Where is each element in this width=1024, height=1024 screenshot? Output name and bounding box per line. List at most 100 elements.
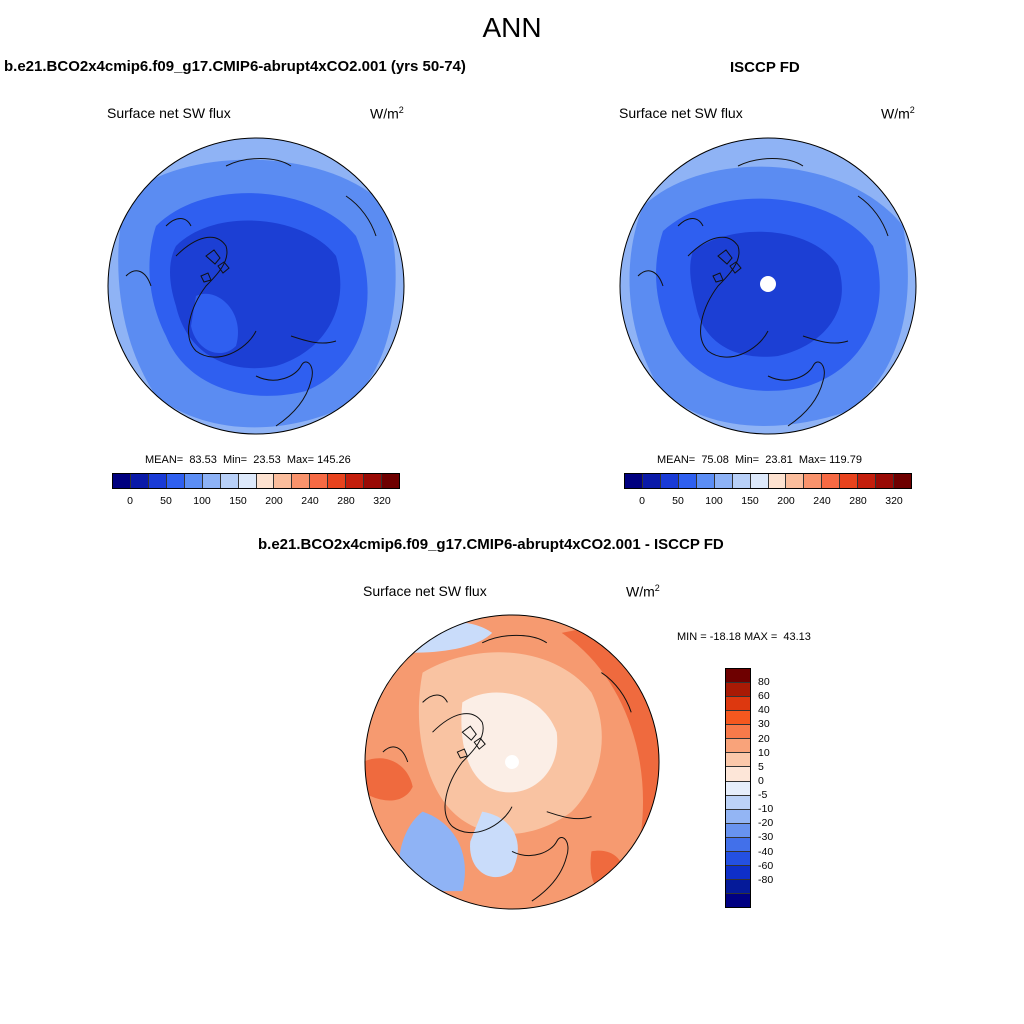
colorbar-swatch: [726, 767, 750, 782]
colorbar-swatch: [726, 781, 750, 796]
colorbar-tick-label: 60: [758, 690, 770, 703]
colorbar-swatch: [696, 474, 715, 488]
colorbar-tick-label: 280: [849, 495, 867, 507]
panel2-coastlines: [637, 158, 889, 427]
panel2-variable-label: Surface net SW flux: [619, 105, 743, 121]
colorbar-tick-label: 200: [777, 495, 795, 507]
colorbar-tick-label: 100: [193, 495, 211, 507]
colorbar-swatch: [310, 474, 329, 488]
panel3-colorbar-labels: 80 60 40 30 20 10 5 0 -5 -10 -20 -30 -40 -60 -80: [758, 668, 798, 908]
panel2-units: W/m2: [881, 105, 915, 122]
colorbar-tick-label: 0: [127, 495, 133, 507]
colorbar-swatch: [876, 474, 895, 488]
colorbar-swatch: [202, 474, 221, 488]
colorbar-tick-label: 150: [229, 495, 247, 507]
colorbar-tick-label: 50: [160, 495, 172, 507]
colorbar-swatch: [220, 474, 239, 488]
panel2-polar-map: [619, 137, 917, 435]
panel3-coastlines: [382, 634, 632, 902]
colorbar-tick-label: 100: [705, 495, 723, 507]
panel1-coastlines: [125, 158, 377, 427]
colorbar-swatch: [768, 474, 787, 488]
panel1-stats: MEAN= 83.53 Min= 23.53 Max= 145.26: [145, 454, 351, 466]
panel2-colorbar: [624, 473, 912, 489]
panel3-stats: MIN = -18.18 MAX = 43.13: [677, 631, 811, 643]
colorbar-swatch: [184, 474, 203, 488]
colorbar-swatch: [822, 474, 841, 488]
colorbar-tick-label: 280: [337, 495, 355, 507]
colorbar-swatch: [113, 474, 131, 488]
panel3-colorbar: [725, 668, 751, 908]
panel2-stats: MEAN= 75.08 Min= 23.81 Max= 119.79: [657, 454, 862, 466]
colorbar-swatch: [726, 753, 750, 768]
colorbar-swatch: [726, 739, 750, 754]
colorbar-tick-label: 320: [373, 495, 391, 507]
colorbar-swatch: [292, 474, 311, 488]
colorbar-swatch: [642, 474, 661, 488]
colorbar-swatch: [382, 474, 399, 488]
colorbar-swatch: [726, 683, 750, 698]
colorbar-swatch: [858, 474, 877, 488]
colorbar-tick-label: -5: [758, 789, 768, 802]
colorbar-swatch: [274, 474, 293, 488]
colorbar-swatch: [894, 474, 911, 488]
panel1-units: W/m2: [370, 105, 404, 122]
colorbar-swatch: [726, 725, 750, 740]
figure-title: ANN: [482, 12, 542, 43]
colorbar-swatch: [786, 474, 805, 488]
colorbar-swatch: [678, 474, 697, 488]
colorbar-swatch: [726, 865, 750, 880]
colorbar-swatch: [130, 474, 149, 488]
colorbar-tick-label: 80: [758, 676, 770, 689]
colorbar-swatch: [726, 879, 750, 894]
colorbar-swatch: [804, 474, 823, 488]
colorbar-swatch: [726, 795, 750, 810]
colorbar-tick-label: 0: [758, 774, 764, 787]
panel3-difference-map: [364, 614, 660, 910]
panel1-colorbar-labels: 0 50 100 150 200 240 280 320: [112, 495, 400, 509]
colorbar-tick-label: 150: [741, 495, 759, 507]
colorbar-tick-label: 320: [885, 495, 903, 507]
colorbar-swatch: [364, 474, 383, 488]
colorbar-swatch: [726, 669, 750, 684]
colorbar-tick-label: 30: [758, 718, 770, 731]
colorbar-swatch: [346, 474, 365, 488]
colorbar-tick-label: 240: [813, 495, 831, 507]
colorbar-swatch: [750, 474, 769, 488]
colorbar-swatch: [166, 474, 185, 488]
colorbar-swatch: [732, 474, 751, 488]
colorbar-tick-label: -30: [758, 831, 774, 844]
panel2-colorbar-labels: 0 50 100 150 200 240 280 320: [624, 495, 912, 509]
colorbar-swatch: [256, 474, 275, 488]
colorbar-swatch: [726, 894, 750, 908]
colorbar-swatch: [726, 851, 750, 866]
colorbar-swatch: [660, 474, 679, 488]
colorbar-tick-label: 200: [265, 495, 283, 507]
panel1-variable-label: Surface net SW flux: [107, 105, 231, 121]
colorbar-tick-label: -60: [758, 859, 774, 872]
panel1-title: b.e21.BCO2x4cmip6.f09_g17.CMIP6-abrupt4x…: [4, 58, 466, 75]
colorbar-swatch: [726, 809, 750, 824]
colorbar-swatch: [726, 711, 750, 726]
panel1-polar-map: [107, 137, 405, 435]
panel3-title: b.e21.BCO2x4cmip6.f09_g17.CMIP6-abrupt4x…: [258, 536, 724, 553]
colorbar-tick-label: -80: [758, 873, 774, 886]
colorbar-tick-label: -40: [758, 845, 774, 858]
colorbar-swatch: [726, 697, 750, 712]
colorbar-swatch: [840, 474, 859, 488]
colorbar-tick-label: -10: [758, 803, 774, 816]
panel3-variable-label: Surface net SW flux: [363, 583, 487, 599]
colorbar-tick-label: 240: [301, 495, 319, 507]
colorbar-tick-label: 0: [639, 495, 645, 507]
colorbar-swatch: [714, 474, 733, 488]
colorbar-swatch: [625, 474, 643, 488]
colorbar-swatch: [726, 823, 750, 838]
colorbar-tick-label: 5: [758, 760, 764, 773]
panel2-title: ISCCP FD: [730, 59, 800, 76]
colorbar-swatch: [148, 474, 167, 488]
colorbar-swatch: [238, 474, 257, 488]
colorbar-tick-label: 50: [672, 495, 684, 507]
colorbar-tick-label: 40: [758, 704, 770, 717]
colorbar-tick-label: 20: [758, 732, 770, 745]
colorbar-tick-label: 10: [758, 746, 770, 759]
